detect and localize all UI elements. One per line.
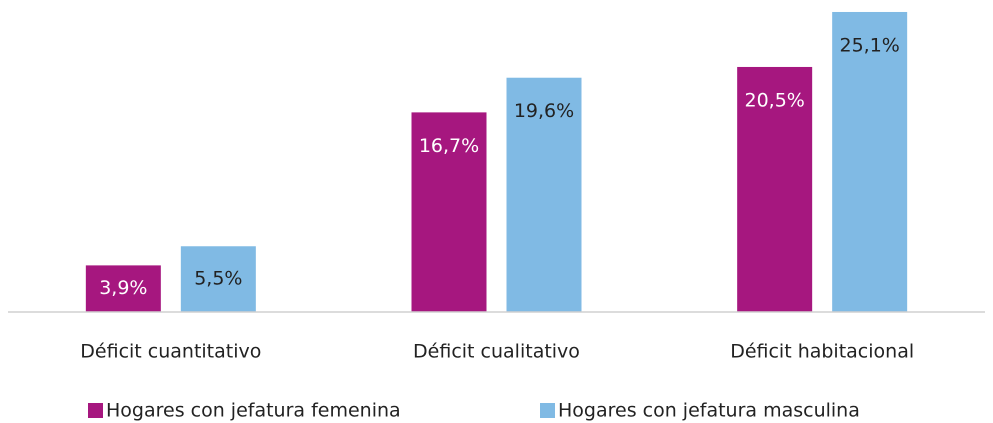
data-label: 19,6%	[514, 100, 574, 122]
x-tick-label: Déficit cuantitativo	[80, 341, 261, 363]
x-tick-label: Déficit habitacional	[730, 341, 914, 363]
legend-label: Hogares con jefatura masculina	[558, 400, 860, 422]
bar	[411, 112, 487, 312]
data-label: 25,1%	[839, 34, 899, 56]
data-label: 16,7%	[419, 135, 479, 157]
legend-label: Hogares con jefatura femenina	[106, 400, 401, 422]
bar	[737, 66, 813, 312]
legend-swatch	[88, 403, 103, 418]
data-label: 5,5%	[194, 268, 242, 290]
bar	[85, 265, 161, 312]
x-tick-label: Déficit cualitativo	[413, 341, 580, 363]
legend-swatch	[540, 403, 555, 418]
bar	[506, 77, 582, 312]
data-label: 20,5%	[744, 89, 804, 111]
bar	[832, 11, 908, 312]
bar	[180, 246, 256, 312]
data-label: 3,9%	[99, 277, 147, 299]
